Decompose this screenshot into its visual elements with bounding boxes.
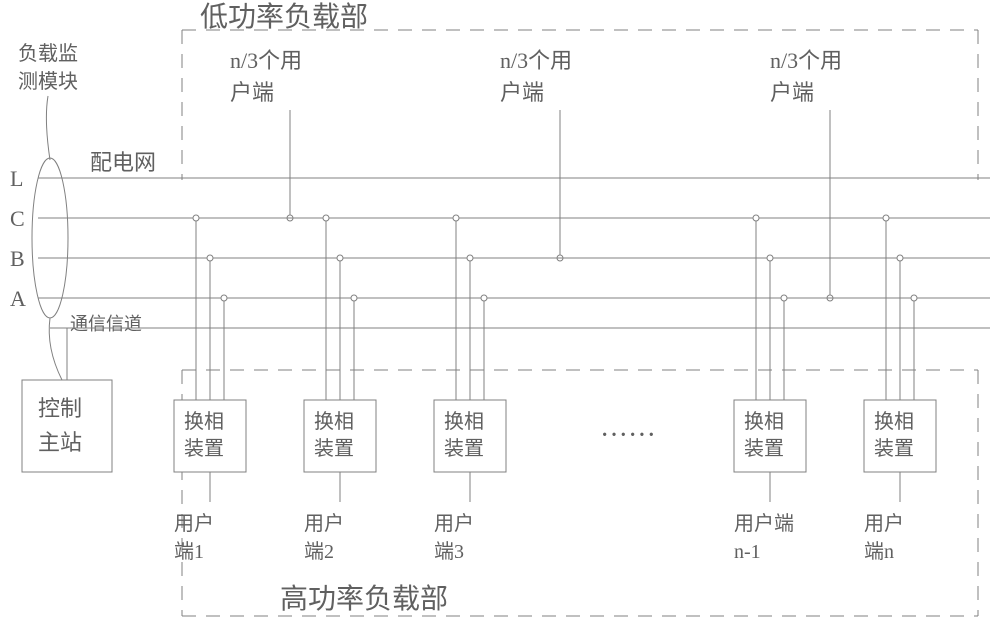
node	[883, 215, 889, 221]
high-power-title: 高功率负载部	[280, 583, 448, 615]
monitor-ellipse	[32, 158, 68, 318]
low-power-sub: n/3个用	[500, 48, 572, 73]
phase-label-L: L	[10, 166, 23, 191]
user-label: 用户	[434, 512, 474, 535]
node	[207, 255, 213, 261]
node	[193, 215, 199, 221]
leader	[49, 318, 62, 380]
control-station-l2: 主站	[38, 430, 82, 455]
node	[323, 215, 329, 221]
node	[351, 295, 357, 301]
node	[467, 255, 473, 261]
node	[337, 255, 343, 261]
node	[221, 295, 227, 301]
control-station	[22, 380, 112, 472]
low-power-sub: 户端	[500, 80, 544, 105]
comm-label: 通信信道	[70, 314, 142, 334]
switch-box-l2: 装置	[314, 437, 354, 460]
node	[897, 255, 903, 261]
user-label: 用户	[174, 512, 214, 535]
user-label: 用户	[304, 512, 344, 535]
user-label: 端1	[174, 540, 204, 563]
user-label: 端n	[864, 540, 894, 563]
low-power-sub: n/3个用	[230, 48, 302, 73]
phase-label-C: C	[10, 206, 25, 231]
low-power-title: 低功率负载部	[200, 1, 368, 33]
user-label: 用户	[864, 512, 904, 535]
low-power-sub: 户端	[770, 80, 814, 105]
switch-box-l1: 换相	[314, 410, 354, 433]
node	[453, 215, 459, 221]
user-label: 用户端	[734, 512, 794, 535]
node	[767, 255, 773, 261]
grid-label: 配电网	[90, 150, 156, 175]
switch-box-l2: 装置	[184, 437, 224, 460]
control-station-l1: 控制	[38, 396, 82, 421]
switch-box-l1: 换相	[444, 410, 484, 433]
user-label: 端2	[304, 540, 334, 563]
user-label: n-1	[734, 541, 761, 563]
node	[781, 295, 787, 301]
monitor-label: 负载监	[18, 42, 78, 65]
low-power-sub: n/3个用	[770, 48, 842, 73]
switch-box-l2: 装置	[874, 437, 914, 460]
switch-box-l2: 装置	[744, 437, 784, 460]
leader	[46, 96, 50, 160]
switch-box-l1: 换相	[744, 410, 784, 433]
node	[911, 295, 917, 301]
monitor-label: 测模块	[18, 70, 78, 93]
ellipsis: ······	[600, 420, 656, 451]
phase-label-B: B	[10, 246, 25, 271]
phase-label-A: A	[10, 286, 26, 311]
switch-box-l1: 换相	[874, 410, 914, 433]
switch-box-l1: 换相	[184, 410, 224, 433]
node	[481, 295, 487, 301]
user-label: 端3	[434, 540, 464, 563]
node	[753, 215, 759, 221]
switch-box-l2: 装置	[444, 437, 484, 460]
low-power-sub: 户端	[230, 80, 274, 105]
